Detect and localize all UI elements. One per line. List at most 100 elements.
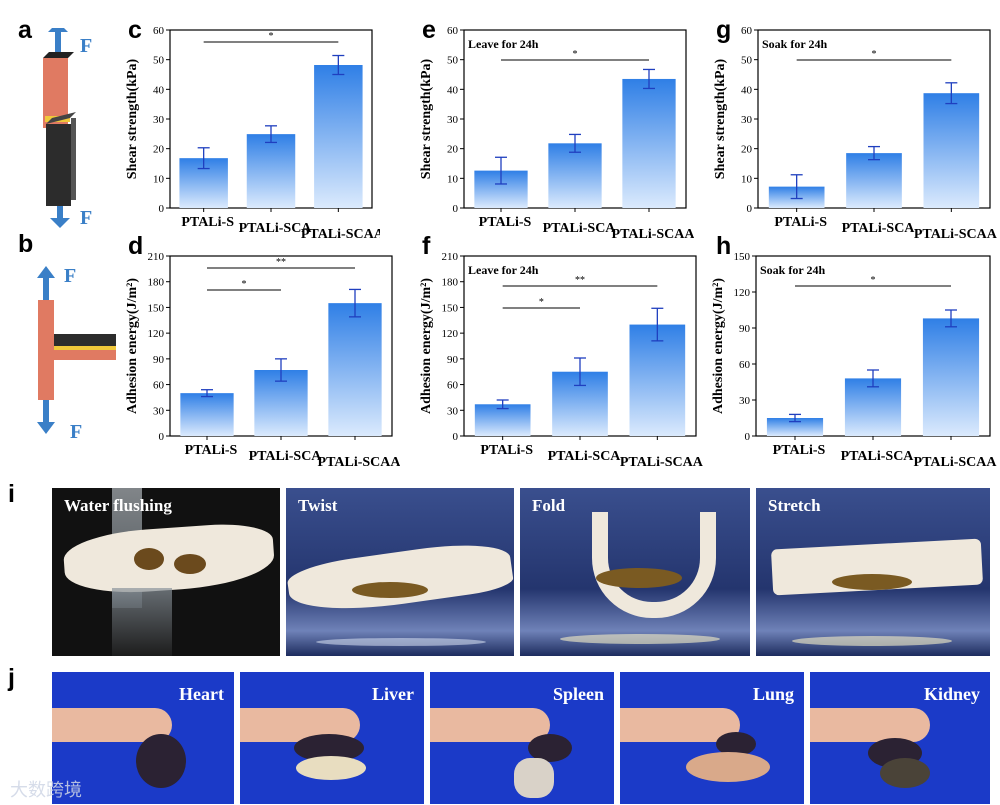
x-tick-label: PTALi-SCA (249, 449, 323, 464)
y-tick-label: 40 (153, 84, 165, 96)
y-tick-label: 120 (148, 328, 165, 340)
y-tick-label: 60 (447, 25, 459, 37)
bar (180, 393, 234, 436)
bar (922, 318, 980, 436)
x-tick-label: PTALi-S (185, 443, 238, 458)
y-tick-label: 0 (745, 431, 751, 443)
y-tick-label: 90 (739, 323, 751, 335)
photo-caption: Twist (298, 496, 338, 515)
bar (923, 93, 980, 208)
chart-subtitle: Leave for 24h (468, 37, 539, 51)
y-tick-label: 40 (447, 84, 459, 96)
y-tick-label: 50 (741, 55, 753, 67)
chart-subtitle: Leave for 24h (468, 263, 539, 277)
panel-label-f: f (422, 232, 431, 260)
chart-d-adhesion-energy: 0 30 60 90 120 150 180 210 Adhesion energy(J/m²)… (125, 251, 400, 470)
y-tick-label: 60 (447, 380, 459, 392)
y-tick-label: 0 (453, 203, 459, 215)
peel-arm-black (54, 334, 116, 346)
significance-label: ** (276, 257, 286, 268)
y-tick-label: 30 (447, 114, 459, 126)
photo-caption: Spleen (552, 684, 604, 704)
x-tick-label: PTALi-S (181, 215, 234, 230)
x-tick-label: PTALi-SCA (239, 221, 313, 236)
bar (846, 153, 902, 208)
y-tick-label: 210 (442, 251, 459, 263)
y-tick-label: 0 (159, 203, 165, 215)
y-tick-label: 30 (447, 405, 459, 417)
x-tick-label: PTALi-S (773, 443, 826, 458)
force-label-bottom: F (70, 421, 82, 442)
panel-label-j: j (8, 664, 15, 692)
y-tick-label: 20 (153, 144, 165, 156)
y-tick-label: 50 (447, 55, 459, 67)
y-tick-label: 150 (442, 302, 459, 314)
significance-label: * (539, 297, 544, 308)
y-tick-label: 90 (447, 354, 459, 366)
y-tick-label: 120 (442, 328, 459, 340)
y-tick-label: 10 (741, 173, 753, 185)
y-tick-label: 60 (739, 359, 751, 371)
photo-caption: Lung (752, 684, 794, 704)
x-tick-label: PTALi-SCA (543, 221, 617, 236)
photo-caption: Stretch (768, 496, 821, 515)
x-tick-label: PTALi-SCA (548, 449, 622, 464)
bar (766, 418, 824, 436)
y-tick-label: 40 (741, 84, 753, 96)
x-tick-label: PTALi-SCAA (612, 227, 694, 242)
y-tick-label: 90 (153, 354, 165, 366)
t-peel-schematic: F F (37, 265, 116, 442)
panel-label-e: e (422, 16, 436, 44)
y-tick-label: 30 (741, 114, 753, 126)
x-tick-label: PTALi-S (774, 215, 827, 230)
x-tick-label: PTALi-S (480, 443, 533, 458)
photo-twist: Twist (286, 488, 514, 656)
photo-kidney: Kidney (810, 672, 990, 804)
y-axis-label: Shear strength(kPa) (125, 58, 140, 179)
photo-caption: Liver (372, 684, 414, 704)
y-axis-label: Adhesion energy(J/m²) (419, 278, 434, 414)
x-tick-label: PTALi-S (479, 215, 532, 230)
force-label-top: F (80, 35, 92, 57)
photo-spleen: Spleen (430, 672, 614, 804)
y-tick-label: 120 (734, 287, 751, 299)
y-tick-label: 180 (148, 277, 165, 289)
y-tick-label: 0 (159, 431, 165, 443)
panel-label-g: g (716, 16, 732, 44)
significance-label: * (872, 49, 877, 60)
significance-label: * (871, 275, 876, 286)
photo-stretch: Stretch (756, 488, 990, 656)
y-tick-label: 0 (453, 431, 459, 443)
y-tick-label: 20 (447, 144, 459, 156)
photo-caption: Heart (179, 684, 224, 704)
y-tick-label: 60 (153, 25, 165, 37)
significance-label: * (269, 31, 274, 42)
y-tick-label: 10 (153, 173, 165, 185)
x-tick-label: PTALi-SCAA (301, 227, 380, 242)
panel-label-i: i (8, 480, 15, 508)
panel-label-d: d (128, 232, 144, 260)
bar (548, 143, 602, 208)
panel-label-b: b (18, 230, 34, 258)
y-tick-label: 50 (153, 55, 165, 67)
x-tick-label: PTALi-SCAA (914, 455, 998, 470)
chart-c-shear-strength: 0 10 20 30 40 50 60 Shear strength(kPa) PTALi-S P… (125, 25, 380, 242)
bar (629, 324, 686, 436)
y-axis-label: Shear strength(kPa) (713, 58, 728, 179)
bar (622, 78, 676, 208)
photo-heart: Heart (52, 672, 234, 804)
photo-fold: Fold (520, 488, 750, 656)
bar (246, 134, 296, 208)
y-tick-label: 0 (747, 203, 753, 215)
y-tick-label: 20 (741, 144, 753, 156)
photo-water-flushing: Water flushing (52, 488, 280, 656)
x-tick-label: PTALi-SCAA (620, 455, 704, 470)
significance-label: * (573, 49, 578, 60)
y-axis-label: Adhesion energy(J/m²) (711, 278, 726, 414)
y-tick-label: 10 (447, 173, 459, 185)
panel-label-h: h (716, 232, 732, 260)
chart-subtitle: Soak for 24h (762, 37, 827, 51)
photo-caption: Fold (532, 496, 566, 515)
significance-label: * (242, 279, 247, 290)
y-tick-label: 30 (153, 405, 165, 417)
